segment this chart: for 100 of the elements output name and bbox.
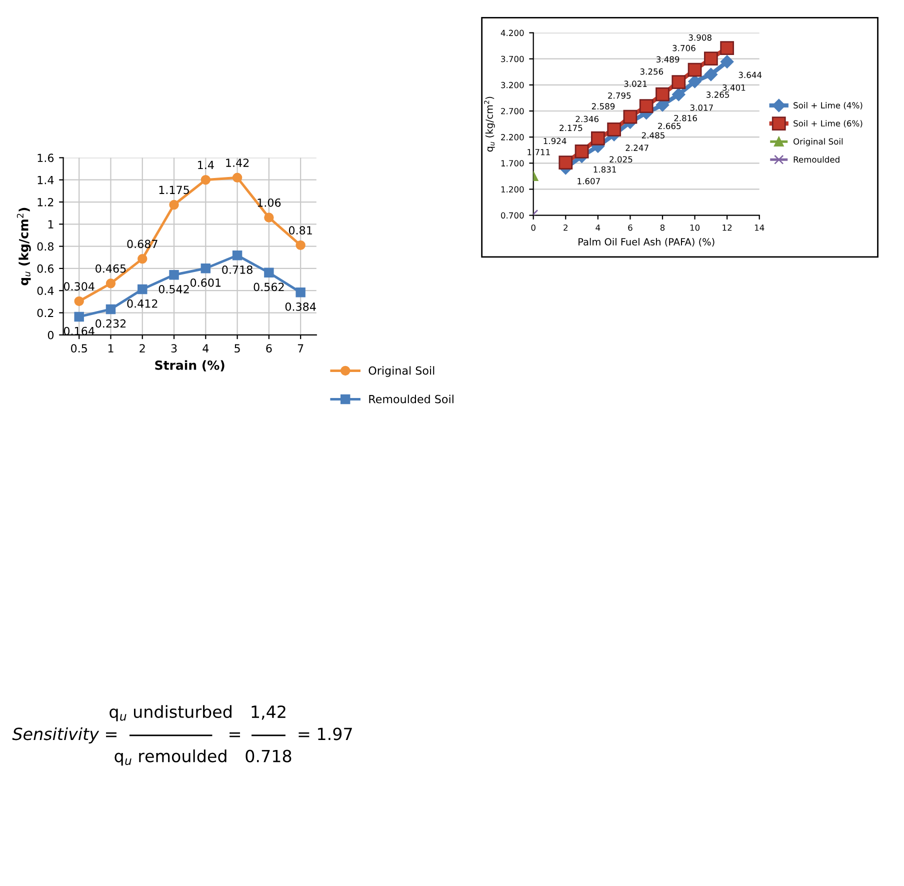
data-label: 1.831 xyxy=(594,166,616,173)
x-tick-label: 8 xyxy=(660,224,665,231)
x-tick-label: 4 xyxy=(596,224,600,231)
point xyxy=(623,110,638,124)
point xyxy=(704,68,718,82)
data-label: 0.601 xyxy=(190,278,221,287)
data-label: 0.304 xyxy=(64,282,94,291)
point xyxy=(232,172,242,183)
legend-label: Original Soil xyxy=(368,366,434,377)
data-label: 1.175 xyxy=(159,186,189,194)
point xyxy=(672,88,686,102)
data-label: 2.589 xyxy=(592,103,615,110)
point xyxy=(720,41,734,55)
y-tick-label: 0 xyxy=(48,330,54,340)
point xyxy=(720,55,734,68)
data-label: 3.489 xyxy=(656,56,680,63)
data-label: 3.256 xyxy=(640,68,664,75)
x-tick-label: 1 xyxy=(108,344,114,352)
y-tick-label: 2.700 xyxy=(501,108,524,114)
x-tick-label: 0 xyxy=(531,224,536,231)
point xyxy=(672,75,686,89)
point xyxy=(138,284,148,294)
legend-label: Original Soil xyxy=(794,138,843,146)
y-tick-label: 0.8 xyxy=(37,242,54,251)
data-label: 3.908 xyxy=(688,34,712,41)
x-tick-label: 3 xyxy=(171,344,177,353)
y-tick-label: 0.4 xyxy=(37,286,54,295)
point xyxy=(106,278,116,288)
point xyxy=(607,122,622,136)
text: Sensitivity = xyxy=(12,727,116,744)
x-tick-label: 5 xyxy=(234,344,240,353)
data-label: 1.06 xyxy=(258,198,281,207)
text: 1,42 xyxy=(252,705,286,720)
point xyxy=(296,240,306,250)
point xyxy=(558,156,573,170)
point xyxy=(169,200,179,210)
legend-label: Soil + Lime (4%) xyxy=(794,102,862,110)
x-tick-label: 4 xyxy=(202,344,209,352)
y-tick-label: 0.6 xyxy=(37,264,54,273)
data-label: 0.718 xyxy=(222,265,252,274)
y-tick-label: 1.2 xyxy=(38,198,54,206)
legend-label: Remoulded xyxy=(794,156,840,163)
legend-label: Remoulded Soil xyxy=(369,394,454,404)
data-label: 1.924 xyxy=(544,138,566,144)
y-axis-title: q$_{u}$ (kg/cm$^{2}$) xyxy=(16,208,31,286)
point xyxy=(74,312,84,322)
text: q$_{u}$ remoulded xyxy=(114,749,226,766)
data-label: 0.562 xyxy=(254,282,284,292)
data-label: 3.644 xyxy=(738,72,762,78)
point xyxy=(688,74,702,88)
data-label: 3.706 xyxy=(672,44,696,52)
data-label: 0.81 xyxy=(288,226,312,235)
data-label: 1.4 xyxy=(198,160,214,170)
data-label: 2.175 xyxy=(560,124,582,132)
point xyxy=(74,296,84,306)
data-label: 0.232 xyxy=(96,319,126,328)
x-axis-title: Palm Oil Fuel Ash (PAFA) (%) xyxy=(578,238,714,247)
data-label: 1.42 xyxy=(226,158,249,167)
y-tick-label: 1.700 xyxy=(501,160,524,166)
x-tick-label: 6 xyxy=(628,224,632,231)
data-label: 2.025 xyxy=(610,156,632,163)
point xyxy=(296,288,306,298)
data-label: 0.542 xyxy=(158,284,189,294)
point xyxy=(200,263,211,274)
x-tick-label: 12 xyxy=(722,224,732,231)
x-tick-label: 0.5 xyxy=(71,344,87,353)
data-label: 0.384 xyxy=(285,302,316,311)
data-label: 0.465 xyxy=(96,264,126,273)
y-tick-label: 0.2 xyxy=(37,308,54,318)
point xyxy=(704,52,718,66)
data-label: 2.485 xyxy=(642,132,664,139)
legend-label: Soil + Lime (6%) xyxy=(794,120,862,128)
point xyxy=(138,254,148,264)
data-label: 2.665 xyxy=(658,122,681,130)
text: q$_{u}$ undisturbed xyxy=(110,705,232,722)
data-label: 2.247 xyxy=(626,144,648,151)
x-axis-title: Strain (%) xyxy=(155,360,224,372)
point xyxy=(200,174,211,185)
y-tick-label: 1.4 xyxy=(38,176,54,184)
point xyxy=(656,87,670,102)
x-tick-label: 6 xyxy=(266,344,272,353)
data-label: 3.021 xyxy=(624,80,647,87)
text: 0.718 xyxy=(246,750,292,762)
data-label: 2.816 xyxy=(674,114,697,122)
data-label: 1.607 xyxy=(578,178,600,184)
y-axis-title: q$_{u}$ (kg/cm$^{2}$) xyxy=(484,96,495,152)
point xyxy=(688,62,702,77)
data-label: 2.795 xyxy=(608,92,631,99)
data-label: 2.346 xyxy=(576,116,599,122)
y-tick-label: 3.700 xyxy=(501,56,524,62)
y-tick-label: 3.200 xyxy=(501,82,524,88)
x-tick-label: 2 xyxy=(564,224,568,231)
text: = 1.97 xyxy=(298,728,352,740)
point xyxy=(169,270,179,280)
point xyxy=(232,250,242,260)
text: = xyxy=(230,732,240,738)
point xyxy=(264,212,274,222)
data-label: 0.412 xyxy=(127,299,158,308)
data-label: 3.017 xyxy=(690,104,713,111)
y-tick-label: 0.700 xyxy=(501,212,524,219)
